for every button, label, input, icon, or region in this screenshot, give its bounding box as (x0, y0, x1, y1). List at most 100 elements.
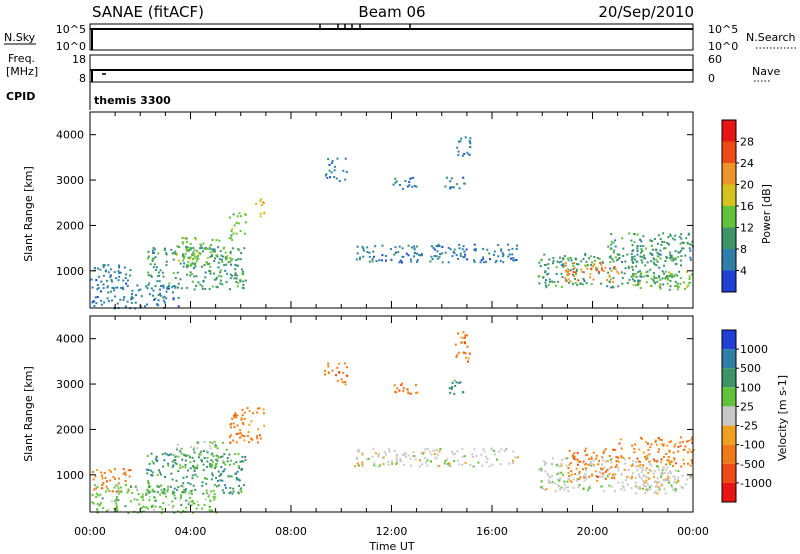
power-data-cell (218, 239, 221, 242)
power-data-cell (485, 260, 487, 263)
velocity-data-cell (382, 463, 385, 466)
power-data-cell (131, 293, 134, 295)
velocity-data-cell (637, 460, 640, 463)
velocity-data-cell (634, 443, 637, 446)
power-data-cell (174, 286, 177, 289)
velocity-data-cell (402, 463, 405, 466)
velocity-data-cell (646, 489, 649, 492)
power-data-cell (355, 258, 358, 261)
velocity-data-cell (572, 457, 575, 460)
power-data-cell (168, 282, 171, 285)
velocity-data-cell (338, 362, 341, 365)
velocity-data-cell (552, 457, 554, 460)
velocity-data-cell (592, 459, 595, 462)
power-data-cell (674, 273, 677, 276)
power-data-cell (653, 277, 656, 280)
power-data-cell (669, 251, 672, 254)
power-data-cell (330, 162, 333, 164)
velocity-data-cell (671, 485, 674, 488)
velocity-data-cell (361, 453, 364, 456)
velocity-data-cell (577, 460, 580, 463)
power-data-cell (611, 285, 614, 288)
power-data-cell (687, 284, 690, 287)
velocity-data-cell (626, 475, 628, 478)
velocity-data-cell (235, 416, 238, 419)
velocity-data-cell (446, 458, 448, 461)
velocity-data-cell (239, 460, 242, 463)
power-data-cell (649, 252, 652, 255)
power-colorbar-swatch (722, 249, 736, 271)
velocity-data-cell (644, 492, 647, 495)
velocity-data-cell (418, 465, 421, 468)
power-data-cell (202, 242, 205, 245)
power-data-cell (153, 257, 155, 260)
power-data-cell (600, 266, 603, 269)
power-data-cell (197, 281, 200, 284)
velocity-data-cell (115, 490, 118, 493)
velocity-data-cell (223, 491, 225, 494)
velocity-data-cell (587, 463, 590, 466)
power-data-cell (106, 286, 109, 289)
power-data-cell (160, 285, 162, 287)
velocity-data-cell (150, 452, 153, 455)
velocity-data-cell (583, 476, 586, 479)
power-data-cell (178, 259, 180, 262)
power-data-cell (582, 271, 585, 274)
power-data-cell (125, 273, 127, 276)
power-data-cell (689, 256, 692, 259)
velocity-data-cell (670, 460, 673, 463)
power-data-cell (497, 244, 500, 246)
power-data-cell (497, 255, 500, 258)
power-data-cell (544, 270, 547, 273)
velocity-data-cell (226, 457, 229, 459)
velocity-data-cell (379, 464, 382, 467)
velocity-data-cell (458, 463, 461, 466)
velocity-data-cell (574, 473, 577, 475)
power-data-cell (680, 233, 683, 236)
velocity-data-cell (664, 478, 667, 481)
power-data-cell (220, 275, 223, 278)
power-data-cell (410, 246, 413, 249)
velocity-data-cell (508, 462, 511, 465)
power-data-cell (200, 247, 203, 249)
velocity-data-cell (434, 456, 437, 459)
velocity-data-cell (120, 491, 123, 493)
power-data-cell (107, 300, 110, 303)
velocity-data-cell (393, 384, 396, 387)
velocity-data-cell (117, 487, 120, 490)
nsky-tick-bottom: 10^0 (56, 40, 86, 53)
velocity-data-cell (215, 445, 218, 447)
power-data-cell (152, 289, 155, 292)
velocity-data-cell (210, 478, 213, 481)
velocity-data-cell (485, 461, 488, 464)
velocity-data-cell (611, 476, 613, 479)
velocity-data-cell (179, 498, 182, 501)
velocity-data-cell (590, 457, 593, 460)
power-data-cell (463, 256, 466, 258)
velocity-ytick-label: 3000 (56, 378, 84, 391)
velocity-data-cell (608, 455, 611, 457)
power-data-cell (152, 294, 155, 297)
power-data-cell (431, 258, 434, 261)
velocity-data-cell (124, 471, 127, 474)
velocity-data-cell (610, 457, 613, 460)
velocity-data-cell (641, 466, 644, 469)
velocity-data-cell (407, 391, 410, 394)
power-data-cell (186, 246, 189, 249)
velocity-data-cell (634, 481, 637, 484)
velocity-data-cell (601, 476, 604, 479)
power-data-cell (237, 264, 240, 267)
power-data-cell (548, 278, 551, 281)
power-data-cell (634, 284, 637, 287)
velocity-data-cell (542, 487, 544, 490)
power-data-cell (631, 244, 634, 247)
velocity-data-cell (674, 443, 677, 446)
velocity-data-cell (220, 465, 223, 468)
velocity-scatter-region (91, 483, 218, 514)
power-data-cell (193, 255, 196, 258)
power-data-cell (639, 270, 641, 273)
power-data-cell (596, 257, 599, 259)
velocity-data-cell (673, 490, 676, 493)
velocity-data-cell (673, 457, 676, 460)
power-data-cell (103, 301, 106, 304)
